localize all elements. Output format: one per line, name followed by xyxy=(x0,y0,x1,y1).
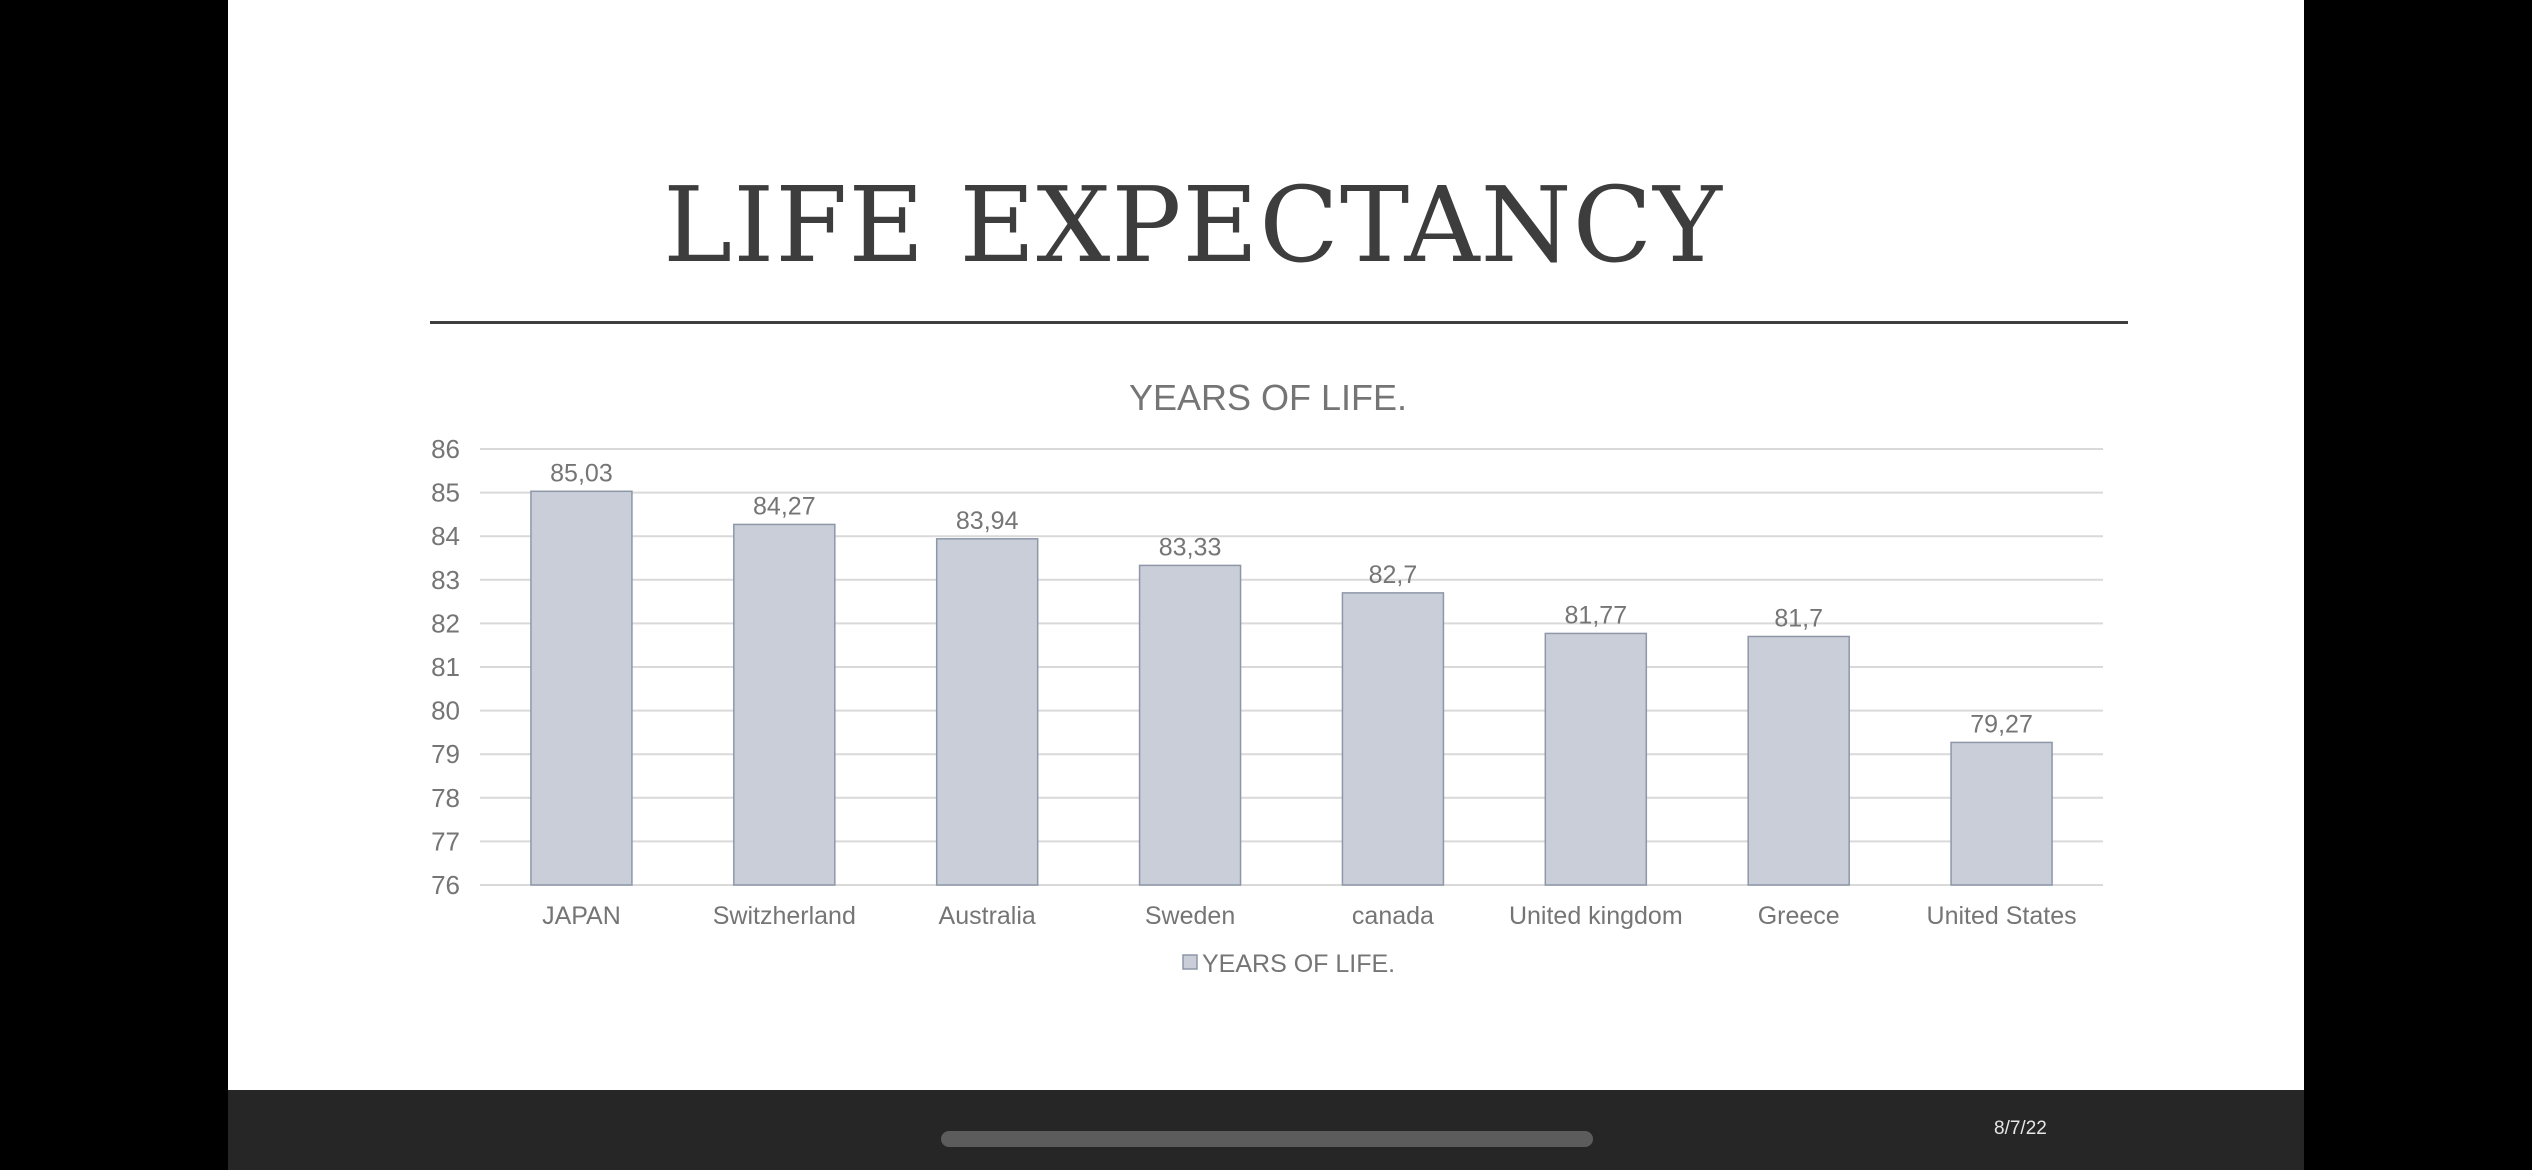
bar xyxy=(1544,632,1648,886)
data-label: 82,7 xyxy=(1369,561,1418,589)
x-tick-label: Switzherland xyxy=(713,902,856,930)
y-tick-label: 85 xyxy=(431,478,460,508)
data-label: 83,33 xyxy=(1159,533,1222,561)
slide-title: LIFE EXPECTANCY xyxy=(663,164,1723,286)
y-tick-label: 86 xyxy=(431,434,460,464)
scroll-handle[interactable] xyxy=(941,1131,1593,1147)
y-tick-label: 79 xyxy=(431,739,460,769)
bars xyxy=(530,490,2053,886)
title-divider xyxy=(430,321,2128,324)
gridlines xyxy=(480,448,2103,886)
data-labels: 85,03 84,27 83,94 83,33 82,7 81,77 81,7 79,27 xyxy=(550,459,2033,738)
x-tick-label: JAPAN xyxy=(542,902,621,930)
data-label: 79,27 xyxy=(1970,710,2033,738)
y-tick-label: 77 xyxy=(431,826,460,856)
y-tick-label: 82 xyxy=(431,608,460,638)
x-tick-label: Greece xyxy=(1758,902,1840,930)
bar xyxy=(1138,564,1242,886)
x-tick-label: United States xyxy=(1927,902,2077,930)
y-tick-label: 83 xyxy=(431,565,460,595)
legend[interactable]: YEARS OF LIFE. xyxy=(1182,950,1395,978)
data-label: 84,27 xyxy=(753,492,816,520)
bar xyxy=(1950,741,2053,886)
data-label: 81,77 xyxy=(1565,601,1628,629)
y-tick-label: 81 xyxy=(431,652,460,682)
chart-title: YEARS OF LIFE. xyxy=(1129,377,1407,418)
y-tick-label: 76 xyxy=(431,870,460,900)
slide-date: 8/7/22 xyxy=(1994,1118,2047,1139)
y-axis-labels: 76 77 78 79 80 81 82 83 84 85 86 xyxy=(431,434,460,900)
x-tick-label: canada xyxy=(1352,902,1434,930)
bottom-toolbar: 8/7/22 xyxy=(228,1090,2304,1170)
bar xyxy=(1747,635,1850,886)
y-tick-label: 84 xyxy=(431,521,460,551)
bar xyxy=(530,490,633,886)
bar xyxy=(1341,592,1445,886)
y-tick-label: 80 xyxy=(431,696,460,726)
bar xyxy=(733,523,836,886)
legend-label: YEARS OF LIFE. xyxy=(1202,950,1395,978)
bar-chart: YEARS OF LIFE. 76 77 78 79 80 81 82 83 84 85 86 85… xyxy=(431,377,2103,978)
x-axis-labels: JAPAN Switzherland Australia Sweden canada Un… xyxy=(542,902,2077,930)
legend-swatch xyxy=(1182,954,1198,970)
data-label: 85,03 xyxy=(550,459,613,487)
x-tick-label: United kingdom xyxy=(1509,902,1683,930)
bar xyxy=(935,538,1039,886)
data-label: 83,94 xyxy=(956,507,1019,535)
data-label: 81,7 xyxy=(1774,604,1823,632)
x-tick-label: Sweden xyxy=(1145,902,1235,930)
slide: LIFE EXPECTANCY YEARS OF LIFE. 76 77 78 79 8… xyxy=(228,0,2304,1090)
x-tick-label: Australia xyxy=(939,902,1036,930)
y-tick-label: 78 xyxy=(431,783,460,813)
